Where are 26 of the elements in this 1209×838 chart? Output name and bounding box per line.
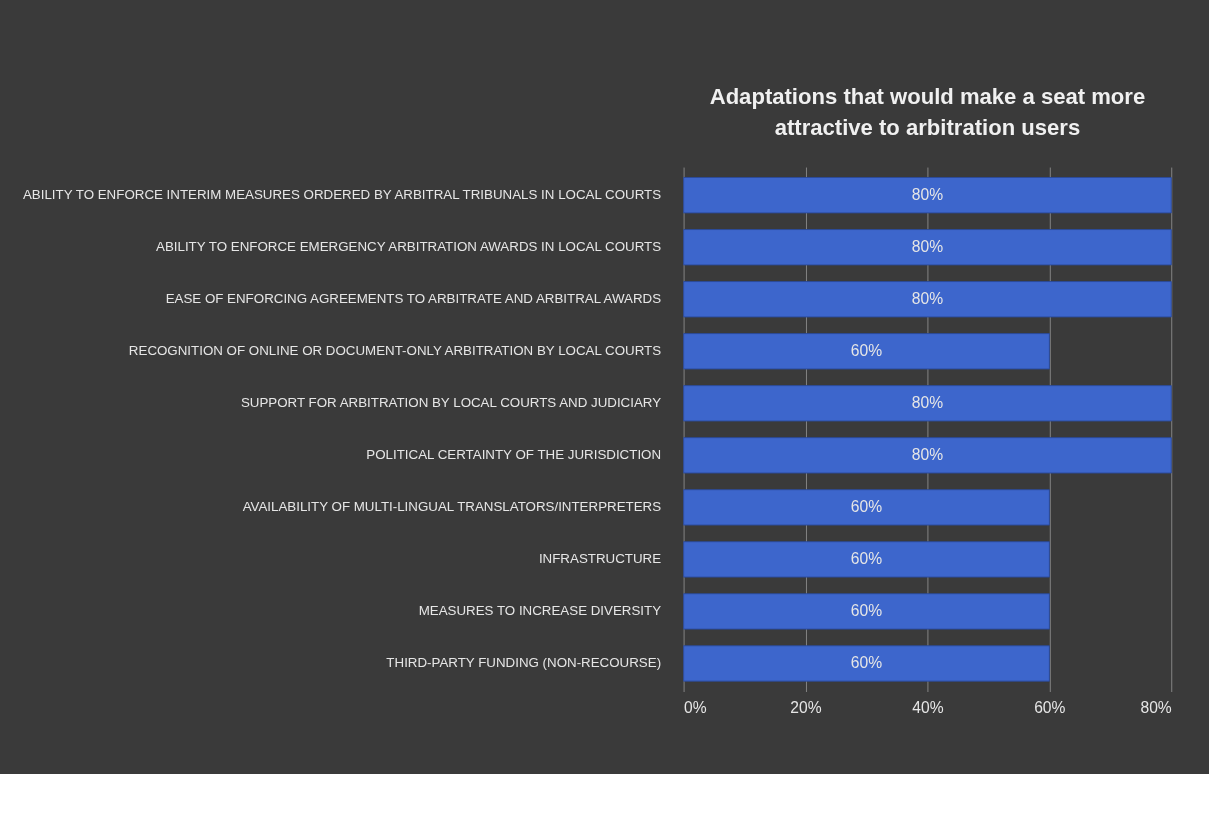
data-label: 80% bbox=[911, 185, 944, 203]
x-tick-label: 20% bbox=[790, 699, 822, 717]
x-tick-label: 40% bbox=[912, 699, 944, 717]
data-label: 60% bbox=[850, 602, 883, 620]
x-tick-label: 80% bbox=[1140, 699, 1172, 717]
data-label: 60% bbox=[850, 497, 883, 515]
data-label: 80% bbox=[911, 445, 944, 463]
y-tick-label: EASE OF ENFORCING AGREEMENTS TO ARBITRATE AND ARBITRAL AWARDS bbox=[165, 290, 662, 306]
chart-title: Adaptations that would make a seat more attractive to arbitration users bbox=[709, 83, 1146, 140]
y-tick-label: SUPPORT FOR ARBITRATION BY LOCAL COURTS AND JUDICIARY bbox=[240, 394, 662, 410]
y-tick-label: RECOGNITION OF ONLINE OR DOCUMENT-ONLY ARBITRATION BY LOCAL COURTS bbox=[128, 342, 662, 358]
y-tick-label: THIRD-PARTY FUNDING (NON-RECOURSE) bbox=[386, 655, 662, 671]
y-tick-label: AVAILABILITY OF MULTI-LINGUAL TRANSLATORS/INTERPRETERS bbox=[242, 499, 662, 515]
y-tick-label: POLITICAL CERTAINTY OF THE JURISDICTION bbox=[366, 447, 662, 463]
y-tick-label: ABILITY TO ENFORCE EMERGENCY ARBITRATION AWARDS IN LOCAL COURTS bbox=[155, 238, 662, 254]
data-label: 60% bbox=[850, 550, 883, 567]
x-tick-label: 60% bbox=[1034, 699, 1066, 717]
y-tick-label: ABILITY TO ENFORCE INTERIM MEASURES ORDERED BY ARBITRAL TRIBUNALS IN LOCAL COURTS bbox=[22, 186, 662, 202]
x-tick-label: 0% bbox=[684, 699, 707, 717]
data-label: 60% bbox=[850, 654, 883, 672]
data-label: 80% bbox=[911, 237, 944, 255]
data-label: 80% bbox=[911, 393, 944, 411]
data-label: 80% bbox=[911, 289, 944, 307]
y-tick-label: MEASURES TO INCREASE DIVERSITY bbox=[418, 603, 662, 619]
data-label: 60% bbox=[850, 341, 883, 359]
y-tick-label: INFRASTRUCTURE bbox=[538, 551, 662, 567]
